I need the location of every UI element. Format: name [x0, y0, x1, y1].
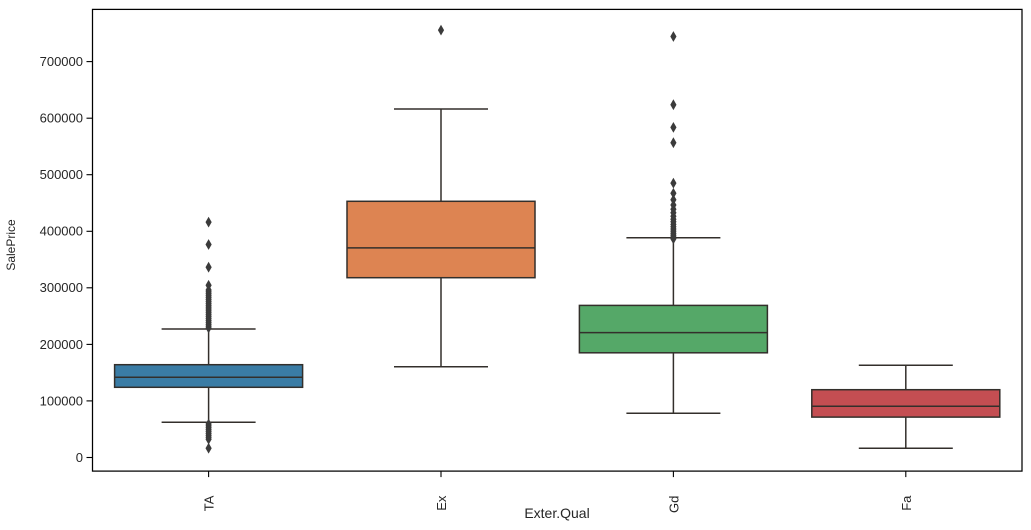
svg-text:400000: 400000 [40, 224, 83, 239]
svg-text:0: 0 [76, 450, 83, 465]
svg-text:600000: 600000 [40, 111, 83, 126]
svg-text:TA: TA [202, 495, 217, 511]
svg-text:100000: 100000 [40, 393, 83, 408]
svg-text:Fa: Fa [899, 495, 914, 511]
svg-text:300000: 300000 [40, 280, 83, 295]
svg-text:SalePrice: SalePrice [4, 219, 18, 271]
svg-text:200000: 200000 [40, 337, 83, 352]
svg-text:500000: 500000 [40, 167, 83, 182]
svg-text:Gd: Gd [666, 496, 681, 513]
svg-text:Ex: Ex [434, 495, 449, 511]
svg-text:700000: 700000 [40, 54, 83, 69]
svg-text:Exter.Qual: Exter.Qual [524, 505, 589, 521]
